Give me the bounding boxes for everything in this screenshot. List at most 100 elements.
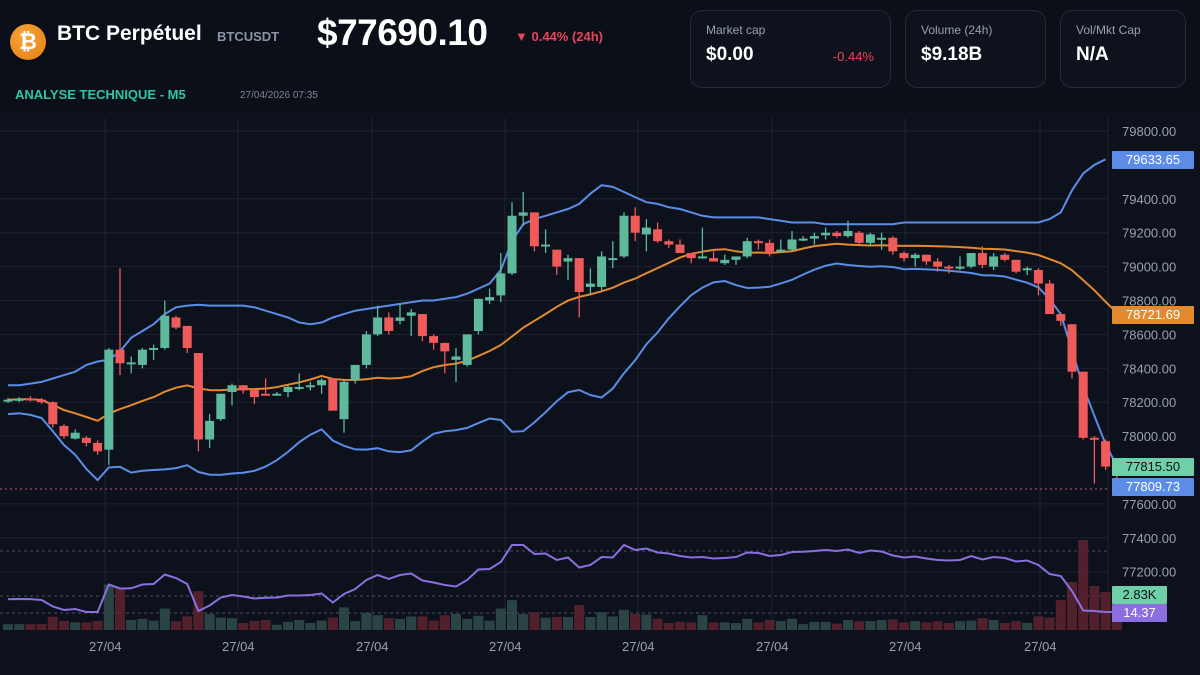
candle-body bbox=[1045, 283, 1055, 315]
candle-body bbox=[821, 232, 831, 236]
volume-bar bbox=[820, 621, 831, 630]
volume-bar bbox=[103, 584, 114, 630]
candle-body bbox=[14, 398, 24, 401]
volume-bar bbox=[271, 624, 282, 630]
volume-bar bbox=[350, 621, 361, 630]
candle-body bbox=[910, 254, 920, 259]
volume-bar bbox=[36, 623, 47, 630]
candle-body bbox=[742, 241, 752, 257]
candle-body bbox=[462, 334, 472, 365]
volume-bar bbox=[787, 618, 797, 630]
candle-body bbox=[1089, 437, 1099, 440]
candle-body bbox=[552, 249, 562, 267]
candle-body bbox=[1033, 269, 1043, 284]
candle-body bbox=[451, 356, 461, 360]
candle-body bbox=[339, 381, 349, 420]
y-tick-label: 77200.00 bbox=[1122, 565, 1176, 580]
stat-card-vol-mkt-cap: Vol/Mkt Cap N/A bbox=[1060, 10, 1186, 88]
volume-bar bbox=[563, 617, 573, 630]
candle-body bbox=[3, 399, 13, 402]
asset-title: BTC Perpétuel bbox=[57, 22, 202, 45]
candle-body bbox=[787, 239, 797, 250]
candle-body bbox=[294, 386, 304, 389]
stat-label: Market cap bbox=[706, 23, 766, 37]
bitcoin-icon: ₿ bbox=[10, 24, 46, 60]
last-price-tag: 77815.50 bbox=[1112, 458, 1194, 476]
x-tick-label: 27/04 bbox=[756, 639, 789, 654]
candle-body bbox=[574, 258, 584, 293]
candle-body bbox=[854, 232, 864, 243]
y-tick-label: 79800.00 bbox=[1122, 124, 1176, 139]
candle-body bbox=[93, 442, 103, 452]
volume-bar bbox=[921, 622, 932, 630]
candle-body bbox=[843, 231, 853, 237]
candle-body bbox=[944, 266, 954, 269]
price-change-24h: ▼ 0.44% (24h) bbox=[515, 29, 604, 44]
volume-bar bbox=[372, 615, 383, 630]
volume-bar bbox=[25, 624, 36, 630]
volume-bar bbox=[1078, 540, 1089, 630]
volume-bar bbox=[137, 618, 148, 630]
volume-bar bbox=[204, 614, 215, 630]
volume-bar bbox=[1089, 586, 1100, 630]
volume-bar bbox=[686, 622, 697, 630]
moving-average-line bbox=[7, 242, 1118, 422]
candle-body bbox=[933, 261, 943, 267]
y-tick-label: 79400.00 bbox=[1122, 192, 1176, 207]
candle-body bbox=[149, 347, 159, 350]
volume-bar bbox=[14, 624, 25, 630]
candle-body bbox=[193, 353, 203, 440]
bb-upper-tag: 79633.65 bbox=[1112, 151, 1194, 169]
candle-body bbox=[59, 425, 69, 437]
volume-bar bbox=[697, 615, 708, 630]
volume-bar bbox=[831, 623, 842, 630]
candle-body bbox=[619, 215, 629, 257]
candle-body bbox=[597, 256, 607, 287]
stat-label: Vol/Mkt Cap bbox=[1076, 23, 1141, 37]
volume-bar bbox=[495, 608, 506, 630]
volume-bar bbox=[249, 620, 260, 630]
y-tick-label: 79200.00 bbox=[1122, 226, 1176, 241]
candle-body bbox=[496, 273, 506, 296]
candle-body bbox=[753, 241, 763, 244]
volume-bar bbox=[3, 624, 13, 630]
candle-body bbox=[160, 315, 170, 348]
volume-bar bbox=[742, 618, 753, 630]
volume-bar bbox=[451, 614, 461, 630]
volume-bar bbox=[260, 620, 271, 630]
candle-body bbox=[630, 215, 640, 233]
y-tick-label: 77400.00 bbox=[1122, 531, 1176, 546]
candle-body bbox=[1022, 268, 1032, 271]
candle-body bbox=[507, 215, 517, 274]
candle-body bbox=[720, 259, 730, 264]
volume-bar bbox=[899, 622, 909, 630]
candle-body bbox=[171, 317, 181, 328]
y-tick-label: 78400.00 bbox=[1122, 361, 1176, 376]
volume-bar bbox=[596, 612, 607, 630]
candle-body bbox=[440, 342, 450, 352]
volume-bar bbox=[171, 621, 181, 630]
candle-body bbox=[37, 399, 47, 403]
candle-body bbox=[977, 253, 987, 265]
candle-body bbox=[888, 237, 898, 252]
volume-bar bbox=[518, 614, 529, 630]
volume-bar bbox=[630, 614, 641, 630]
stat-value: $0.00 bbox=[706, 44, 754, 65]
candle-body bbox=[227, 385, 237, 393]
volume-bar bbox=[383, 618, 394, 630]
candle-body bbox=[675, 244, 685, 254]
y-tick-label: 77600.00 bbox=[1122, 497, 1176, 512]
candle-body bbox=[541, 244, 551, 247]
candle-body bbox=[350, 364, 360, 381]
volume-bar bbox=[473, 615, 484, 630]
stat-card-market-cap: Market cap $0.00 -0.44% bbox=[690, 10, 891, 88]
candle-body bbox=[809, 236, 819, 239]
volume-bar bbox=[294, 620, 305, 630]
volume-bar bbox=[126, 620, 137, 630]
candle-body bbox=[686, 253, 696, 259]
candle-body bbox=[955, 266, 965, 269]
volume-bar bbox=[999, 623, 1010, 630]
candle-body bbox=[697, 256, 707, 259]
volume-bar bbox=[1055, 600, 1066, 630]
